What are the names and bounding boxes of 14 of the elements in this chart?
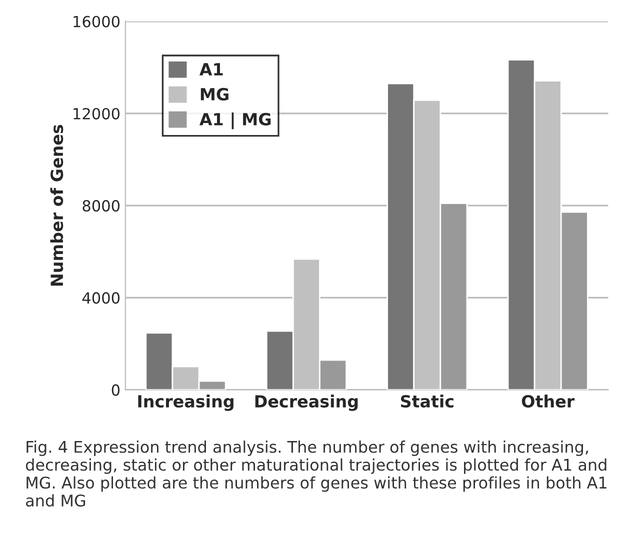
y-tick-label: 4000 [82, 292, 120, 304]
y-tick-label: 8000 [82, 200, 120, 212]
y-tick-label: 12000 [74, 108, 120, 120]
x-tick-label: Increasing [138, 394, 234, 411]
x-tick-label: Other [522, 394, 575, 408]
legend-label: MG [200, 88, 228, 101]
y-tick-label: 0 [112, 384, 120, 396]
legend-label: A1 [199, 63, 223, 76]
y-tick-label: 16000 [74, 16, 120, 28]
y-axis-title: Number of Genes [50, 124, 64, 286]
caption: Fig. 4 Expression trend analysis. The number of genes with increasing, decreasing, static or other maturational trajectories is plotted for A1 and MG. Also plotted are the numbers of genes with these profiles in both A1 and MG [26, 440, 606, 507]
x-tick-label: Decreasing [255, 394, 358, 411]
legend-label: A1 | MG [199, 112, 271, 130]
x-tick-label: Static [400, 394, 454, 408]
